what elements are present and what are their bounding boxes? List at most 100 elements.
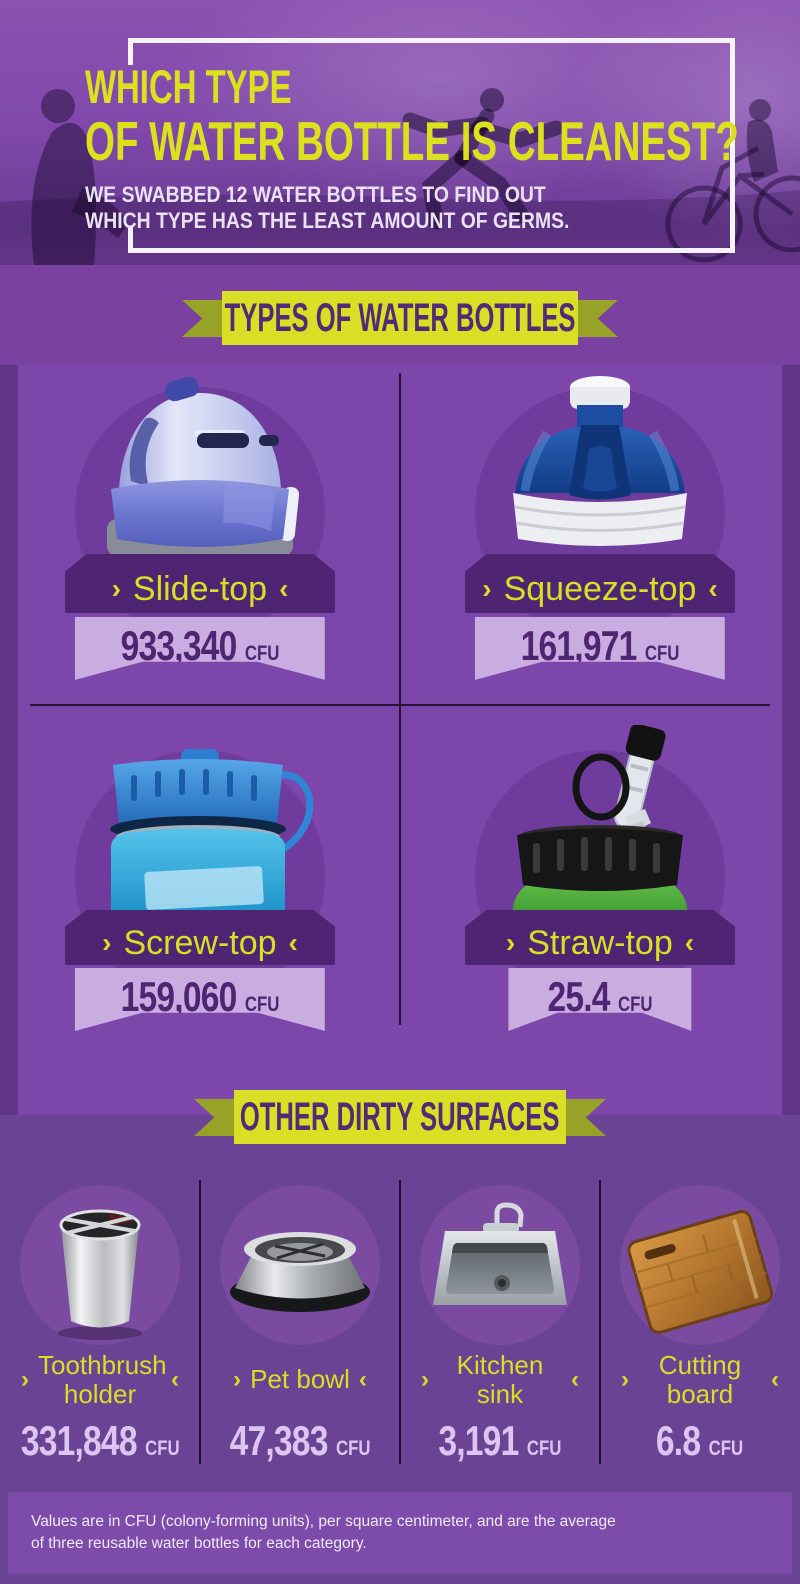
footnote: Values are in CFU (colony-forming units)… <box>8 1492 792 1574</box>
page-title-line2: OF WATER BOTTLE IS CLEANEST? <box>85 110 739 172</box>
chevron-right-icon: › <box>102 926 112 958</box>
bottle-quadrants: › Slide-top ‹ 933,340 CFU <box>0 365 800 1115</box>
cfu-value: 6.8 <box>656 1417 701 1464</box>
banner-title: TYPES OF WATER BOTTLES <box>224 295 576 340</box>
cfu-value-ribbon: 25.4 CFU <box>508 968 692 1031</box>
bottle-label-band: › Slide-top ‹ <box>65 554 335 613</box>
bottle-name: Screw-top <box>123 923 277 962</box>
kitchen-sink-icon <box>433 1202 567 1305</box>
cfu-value-ribbon: 933,340 CFU <box>74 617 326 680</box>
surface-pet-bowl: › Pet bowl ‹ 47,383 CFU <box>200 1115 400 1584</box>
cfu-value: 933,340 <box>120 622 238 669</box>
chevron-right-icon: › <box>111 572 121 604</box>
banner-other-dirty-surfaces: OTHER DIRTY SURFACES <box>194 1090 606 1144</box>
surface-label: › Kitchen sink ‹ <box>400 1340 600 1420</box>
footnote-line2: of three reusable water bottles for each… <box>31 1535 367 1552</box>
cyclist-icon <box>746 99 778 182</box>
chevron-left-icon: ‹ <box>571 1366 579 1393</box>
surface-name: Toothbrush holder <box>38 1349 167 1409</box>
cfu-unit: CFU <box>244 642 280 665</box>
title-frame-left-bottom <box>128 227 133 253</box>
surface-toothbrush-holder: › Toothbrush holder ‹ 331,848 CFU <box>0 1115 200 1584</box>
page-subtitle: WE SWABBED 12 WATER BOTTLES TO FIND OUT … <box>85 182 800 234</box>
bottle-name: Straw-top <box>527 923 673 962</box>
chevron-right-icon: › <box>482 572 492 604</box>
chevron-right-icon: › <box>233 1366 242 1393</box>
cfu-value: 159,060 <box>120 973 238 1020</box>
cfu-unit: CFU <box>644 642 680 665</box>
cfu-unit: CFU <box>618 993 653 1016</box>
cfu-value: 25.4 <box>547 973 610 1020</box>
surface-cfu: 47,383 CFU <box>200 1417 400 1465</box>
cfu-unit: CFU <box>526 1437 562 1460</box>
cfu-unit: CFU <box>335 1437 371 1460</box>
chevron-left-icon: ‹ <box>288 926 298 958</box>
chevron-left-icon: ‹ <box>171 1366 179 1393</box>
bottle-label-band: › Straw-top ‹ <box>465 910 735 965</box>
surface-label: › Toothbrush holder ‹ <box>0 1340 200 1420</box>
bottle-name: Slide-top <box>132 569 268 608</box>
bottle-name: Squeeze-top <box>503 569 697 608</box>
title-frame-left-top <box>128 38 133 65</box>
pet-bowl-icon <box>230 1232 370 1312</box>
cfu-unit: CFU <box>709 1437 744 1460</box>
chevron-left-icon: ‹ <box>358 1366 367 1393</box>
bicycle-icon <box>665 145 800 263</box>
chevron-right-icon: › <box>21 1366 29 1393</box>
header-photo-silhouettes-icon <box>0 88 800 265</box>
quadrant-divider-horizontal <box>30 704 770 706</box>
surface-name: Kitchen sink <box>456 1349 544 1409</box>
quadrant-screw-top: › Screw-top ‹ 159,060 CFU <box>0 705 400 1115</box>
screw-top-bottle-icon <box>110 749 314 910</box>
ribbon-face: OTHER DIRTY SURFACES <box>234 1090 566 1144</box>
header: WHICH TYPE OF WATER BOTTLE IS CLEANEST? … <box>0 0 800 265</box>
toothbrush-holder-icon <box>58 1209 142 1340</box>
surface-divider-2 <box>399 1180 401 1464</box>
surface-label: › Cutting board ‹ <box>600 1340 800 1420</box>
surface-cfu: 3,191 CFU <box>400 1417 600 1465</box>
quadrant-slide-top: › Slide-top ‹ 933,340 CFU <box>0 365 400 705</box>
surface-cutting-board: › Cutting board ‹ 6.8 CFU <box>600 1115 800 1584</box>
chevron-left-icon: ‹ <box>684 926 695 958</box>
cfu-value: 47,383 <box>229 1417 329 1464</box>
title-frame-right <box>730 38 735 253</box>
seated-woman-icon <box>31 89 128 265</box>
cfu-value-ribbon: 161,971 CFU <box>474 617 726 680</box>
surface-name: Cutting board <box>658 1349 742 1409</box>
title-block: WHICH TYPE OF WATER BOTTLE IS CLEANEST? … <box>85 62 800 234</box>
cfu-value: 161,971 <box>520 622 638 669</box>
runner-icon <box>402 88 564 230</box>
subtitle-line2: WHICH TYPE HAS THE LEAST AMOUNT OF GERMS… <box>85 208 570 233</box>
chevron-right-icon: › <box>505 926 516 958</box>
cfu-value: 331,848 <box>20 1417 138 1464</box>
quadrant-squeeze-top: › Squeeze-top ‹ 161,971 CFU <box>400 365 800 705</box>
cfu-unit: CFU <box>144 1437 180 1460</box>
banner-title: OTHER DIRTY SURFACES <box>240 1094 560 1139</box>
footnote-line1: Values are in CFU (colony-forming units)… <box>31 1513 616 1530</box>
page-title-line1: WHICH TYPE <box>85 60 292 113</box>
cutting-board-icon <box>627 1210 774 1334</box>
straw-top-bottle-icon <box>513 725 687 925</box>
chevron-left-icon: ‹ <box>708 572 718 604</box>
slide-top-bottle-icon <box>107 376 300 556</box>
squeeze-top-bottle-icon <box>513 376 687 546</box>
surface-name: Pet bowl <box>250 1364 350 1395</box>
bottle-label-band: › Squeeze-top ‹ <box>465 554 735 613</box>
cfu-unit: CFU <box>244 993 280 1016</box>
quadrant-straw-top: › Straw-top ‹ 25.4 CFU <box>400 705 800 1115</box>
chevron-left-icon: ‹ <box>279 572 289 604</box>
surface-cfu: 331,848 CFU <box>0 1417 200 1465</box>
chevron-left-icon: ‹ <box>771 1366 779 1393</box>
cfu-value-ribbon: 159,060 CFU <box>74 968 326 1031</box>
surface-kitchen-sink: › Kitchen sink ‹ 3,191 CFU <box>400 1115 600 1584</box>
subtitle-line1: WE SWABBED 12 WATER BOTTLES TO FIND OUT <box>85 182 546 207</box>
ribbon-face: TYPES OF WATER BOTTLES <box>222 291 578 345</box>
surface-divider-3 <box>599 1180 601 1464</box>
cfu-value: 3,191 <box>438 1417 519 1464</box>
surface-divider-1 <box>199 1180 201 1464</box>
chevron-right-icon: › <box>621 1366 629 1393</box>
title-frame-top <box>128 38 735 43</box>
bottle-label-band: › Screw-top ‹ <box>65 910 335 965</box>
quadrant-divider-vertical <box>399 373 401 1025</box>
